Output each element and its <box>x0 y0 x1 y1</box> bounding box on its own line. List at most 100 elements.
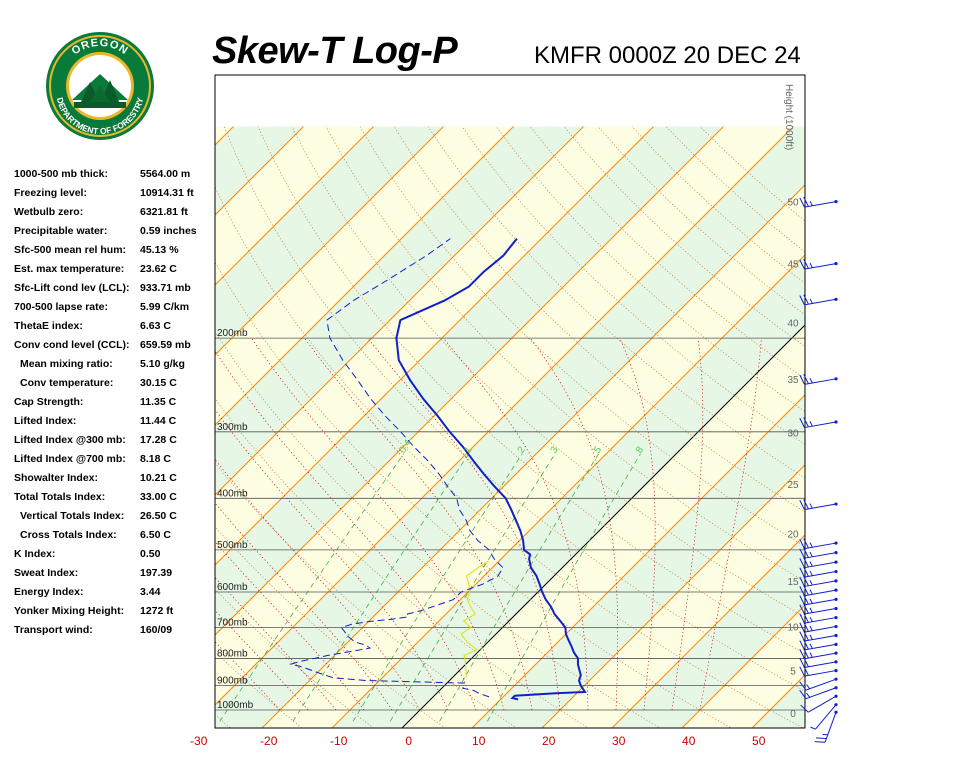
index-row: Sfc-500 mean rel hum: 45.13 % <box>14 244 214 263</box>
wind-barb-station <box>834 579 838 583</box>
index-row: Energy Index: 3.44 <box>14 586 214 605</box>
mixing-ratio-line <box>439 453 599 722</box>
wind-barb-feather <box>799 418 805 428</box>
wind-barb <box>799 648 838 660</box>
wind-barb-station <box>834 569 838 574</box>
index-label: Yonker Mixing Height: <box>14 605 125 617</box>
index-label: Precipitable water: <box>14 225 108 237</box>
wind-barb-shaft <box>805 678 837 691</box>
dry-adiabat <box>215 186 804 728</box>
dry-adiabat <box>215 398 589 728</box>
height-tick-label: 15 <box>787 577 799 588</box>
chart-title: Skew-T Log-P <box>212 30 458 72</box>
wind-barb-shaft <box>804 598 837 606</box>
wind-barb-shaft <box>804 652 837 660</box>
wind-barb-feather <box>803 612 809 623</box>
moist-adiabat <box>530 337 619 710</box>
wind-barb <box>799 196 838 208</box>
height-tick-label: 35 <box>787 375 799 386</box>
wind-barb <box>799 417 838 429</box>
isotherm-line <box>215 126 234 146</box>
isobar-label: 600mb <box>217 582 248 593</box>
index-value: 6.50 C <box>140 529 171 541</box>
index-label: Sfc-Lift cond lev (LCL): <box>14 282 130 294</box>
wind-barb-feather <box>799 690 807 699</box>
isobar-label: 400mb <box>217 488 248 499</box>
index-label: Est. max temperature: <box>14 263 125 275</box>
height-tick-label: 10 <box>787 623 799 634</box>
x-tick-label: 40 <box>682 734 696 748</box>
wind-barb-half-feather <box>809 503 813 509</box>
wind-barb-half-feather <box>810 726 816 730</box>
wind-barb <box>799 294 838 306</box>
wind-barb-shaft <box>804 571 837 578</box>
x-tick-label: 30 <box>612 734 626 748</box>
wind-barb-shaft <box>805 687 837 700</box>
temperature-band <box>215 126 805 728</box>
index-row: Sweat Index: 197.39 <box>14 567 214 586</box>
index-value: 10.21 C <box>140 472 177 484</box>
mixing-ratio-label: 2 <box>516 444 528 455</box>
wind-barb-feather <box>803 585 809 596</box>
wind-barb-feather <box>799 604 805 615</box>
dry-adiabat <box>0 126 163 732</box>
wind-barb <box>799 499 838 511</box>
wind-barb-station <box>834 615 838 620</box>
index-value: 659.59 mb <box>140 339 191 351</box>
index-value: 23.62 C <box>140 263 177 275</box>
index-value: 26.50 C <box>140 510 177 522</box>
wind-barb-half-feather <box>806 692 811 698</box>
wind-barb-station <box>834 677 838 681</box>
moist-adiabat <box>367 337 561 711</box>
isobar-label: 1000mb <box>217 700 254 711</box>
wind-barb-station <box>834 642 838 646</box>
wind-barb-station <box>834 668 838 673</box>
wind-barb-feather <box>799 622 805 633</box>
wind-barb-shaft <box>804 552 837 559</box>
index-row: Transport wind: 160/09 <box>14 624 214 643</box>
height-tick-label: 50 <box>787 198 799 209</box>
wind-barb-feather <box>803 566 809 577</box>
wind-barb-feather <box>799 681 807 691</box>
index-row: 700-500 lapse rate: 5.99 C/km <box>14 301 214 320</box>
wind-barb-shaft <box>804 378 837 385</box>
wind-barb <box>799 639 838 651</box>
index-label: 700-500 lapse rate: <box>14 301 108 313</box>
index-value: 160/09 <box>140 624 173 636</box>
index-row: Est. max temperature: 23.62 C <box>14 263 214 282</box>
wind-barb-feather <box>799 295 805 306</box>
index-row: Lifted Index @700 mb: 8.18 C <box>14 453 214 472</box>
moist-adiabat <box>699 338 762 711</box>
x-tick-label: 20 <box>542 734 556 748</box>
index-label: Lifted Index @300 mb: <box>14 434 126 446</box>
index-value: 5564.00 m <box>140 168 191 180</box>
wind-barb <box>799 576 838 587</box>
index-value: 5.99 C/km <box>140 301 190 313</box>
isotherm-line <box>681 604 805 728</box>
temperature-band <box>0 126 164 732</box>
index-row: Cap Strength: 11.35 C <box>14 396 214 415</box>
index-value: 30.15 C <box>140 377 177 389</box>
parcel-trace-line <box>460 560 489 678</box>
x-tick-label: 10 <box>472 734 486 748</box>
isotherm-line <box>0 126 164 732</box>
isotherm-line <box>611 534 805 728</box>
wind-barb <box>799 665 838 677</box>
mixing-ratio-line <box>487 453 641 722</box>
index-row: Lifted Index: 11.44 C <box>14 415 214 434</box>
freezing-isotherm <box>401 324 805 728</box>
wind-barb-station <box>834 624 838 629</box>
wind-barb-feather <box>799 649 805 659</box>
wind-barb-station <box>834 660 838 664</box>
wind-barb-feather <box>799 631 805 642</box>
index-label: Conv temperature: <box>20 377 114 389</box>
wind-barb-station <box>834 710 838 714</box>
index-label: Freezing level: <box>14 187 87 199</box>
index-row: Total Totals Index: 33.00 C <box>14 491 214 510</box>
index-row: Conv temperature: 30.15 C <box>14 377 214 396</box>
wind-barb-feather <box>799 500 805 510</box>
wind-barb-feather <box>799 197 805 208</box>
isotherm-line <box>818 126 960 732</box>
wind-barb-feather <box>799 666 805 677</box>
station-time-label: KMFR 0000Z 20 DEC 24 <box>534 42 801 69</box>
